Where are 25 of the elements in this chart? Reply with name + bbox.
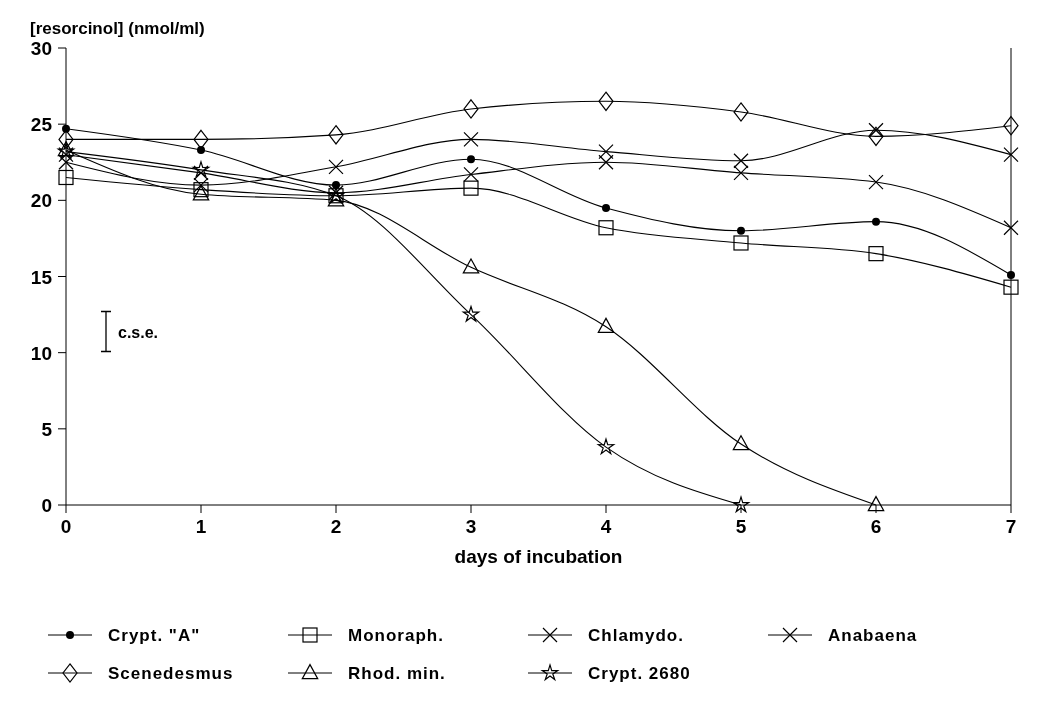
- y-tick-label: 10: [30, 342, 52, 364]
- legend-label: Scenedesmus: [108, 664, 234, 683]
- x-tick-label: 3: [465, 516, 477, 537]
- y-tick-label: 15: [30, 266, 53, 288]
- x-axis-title: days of incubation: [454, 546, 623, 567]
- x-tick-label: 6: [870, 516, 882, 537]
- legend-label: Chlamydo.: [588, 626, 684, 645]
- x-tick-label: 7: [1005, 516, 1017, 537]
- y-tick-label: 30: [30, 38, 52, 59]
- legend-label: Anabaena: [828, 626, 918, 645]
- x-tick-label: 2: [330, 516, 342, 537]
- annotation: c.s.e.: [118, 323, 159, 341]
- x-tick-label: 5: [735, 516, 747, 537]
- y-tick-label: 25: [30, 114, 53, 136]
- y-tick-label: 0: [41, 495, 52, 516]
- y-tick-label: 5: [41, 418, 53, 440]
- x-tick-label: 4: [600, 516, 612, 537]
- x-tick-label: 0: [60, 516, 72, 537]
- x-tick-label: 1: [195, 516, 207, 537]
- legend-label: Monoraph.: [348, 626, 444, 645]
- legend-label: Crypt. "A": [108, 626, 201, 645]
- legend-label: Crypt. 2680: [588, 664, 691, 683]
- y-axis-title: [resorcinol] (nmol/ml): [30, 19, 205, 38]
- legend-label: Rhod. min.: [348, 664, 446, 683]
- y-tick-label: 20: [30, 190, 52, 212]
